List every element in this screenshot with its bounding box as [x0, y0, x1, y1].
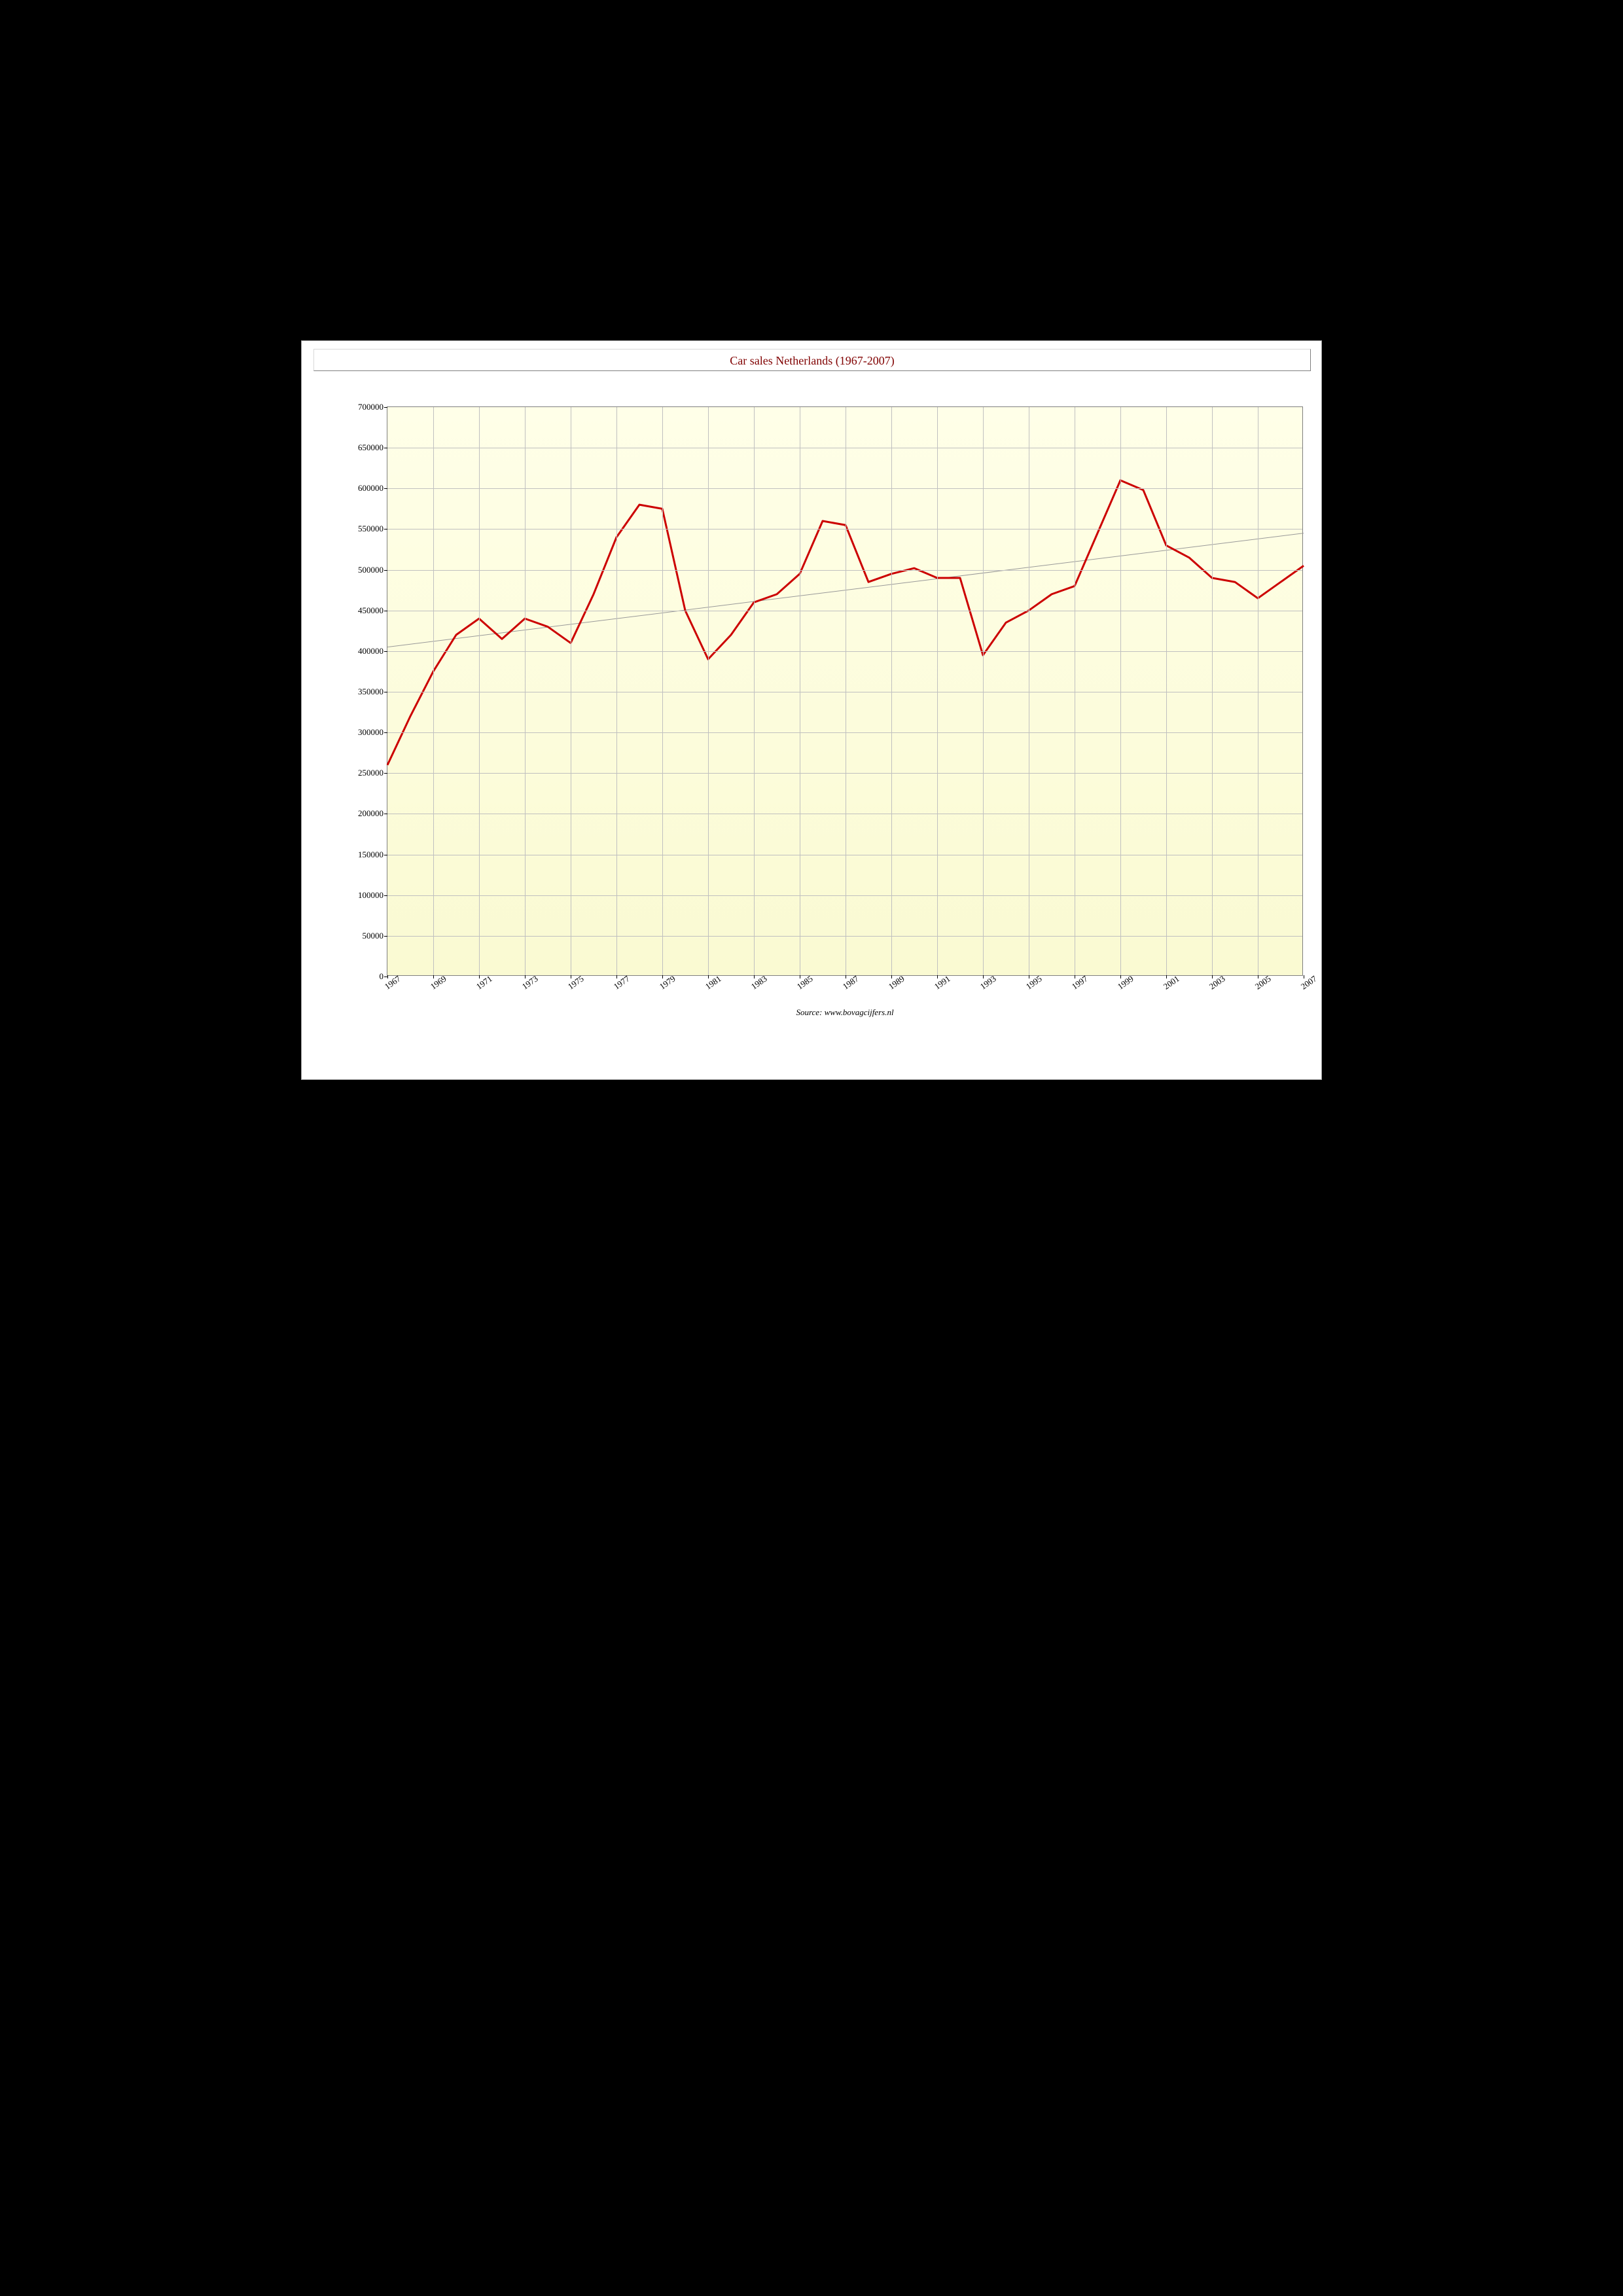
gridline-v: [525, 407, 526, 975]
y-axis-label: 150000: [358, 850, 387, 860]
y-axis-label: 450000: [358, 605, 387, 616]
gridline-v: [754, 407, 755, 975]
y-axis-label: 350000: [358, 687, 387, 697]
chart-container: Car sales Netherlands (1967-2007) 050000…: [301, 340, 1322, 1080]
y-axis-label: 50000: [363, 931, 388, 941]
gridline-v: [479, 407, 480, 975]
y-axis-label: 650000: [358, 442, 387, 453]
y-axis-label: 250000: [358, 768, 387, 778]
gridline-v: [1212, 407, 1213, 975]
chart-title: Car sales Netherlands (1967-2007): [730, 354, 894, 367]
chart-title-box: Car sales Netherlands (1967-2007): [313, 349, 1311, 371]
gridline-v: [433, 407, 434, 975]
y-axis-label: 700000: [358, 402, 387, 412]
y-axis-label: 400000: [358, 646, 387, 656]
y-axis-label: 100000: [358, 890, 387, 901]
gridline-v: [1166, 407, 1167, 975]
y-axis-label: 300000: [358, 727, 387, 738]
gridline-v: [616, 407, 617, 975]
y-axis-label: 550000: [358, 524, 387, 534]
gridline-v: [891, 407, 892, 975]
y-axis-label: 600000: [358, 483, 387, 493]
gridline-v: [937, 407, 938, 975]
plot-area: 0500001000001500002000002500003000003500…: [387, 406, 1303, 976]
y-axis-label: 200000: [358, 808, 387, 819]
gridline-v: [1120, 407, 1121, 975]
gridline-v: [983, 407, 984, 975]
y-axis-label: 500000: [358, 565, 387, 575]
gridline-v: [708, 407, 709, 975]
source-label: Source: www.bovagcijfers.nl: [387, 1007, 1303, 1018]
gridline-v: [662, 407, 663, 975]
